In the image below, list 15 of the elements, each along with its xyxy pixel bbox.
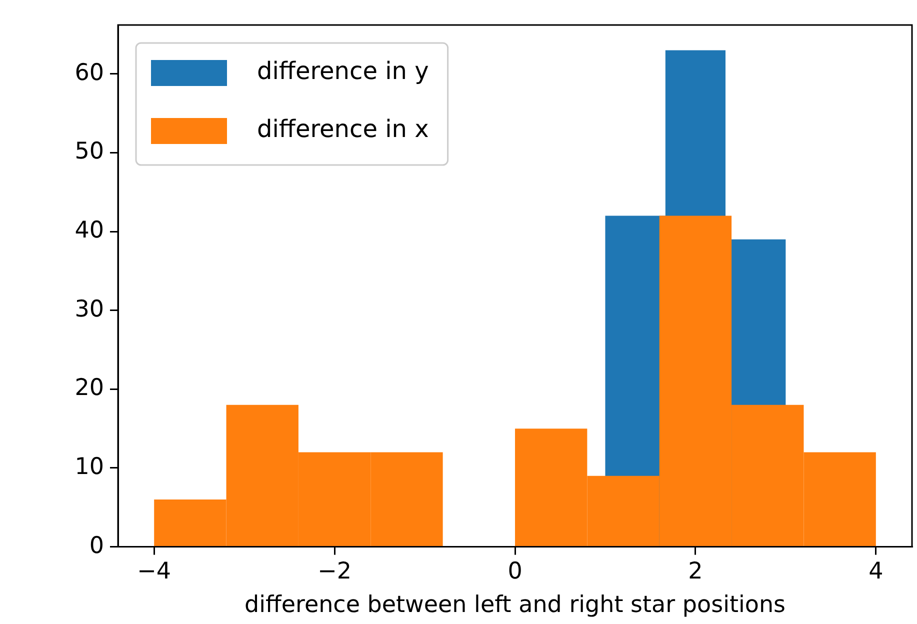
y-tick-label: 60 <box>74 60 104 86</box>
legend-label: difference in x <box>257 115 429 144</box>
legend-label: difference in y <box>257 57 429 86</box>
x-tick-label: −4 <box>137 558 172 585</box>
x-tick-label: 2 <box>688 558 703 585</box>
y-tick-label: 20 <box>74 375 104 402</box>
x-tick-label: 4 <box>868 558 884 585</box>
y-tick-label: 50 <box>74 138 104 165</box>
x-axis-title: difference between left and right star positions <box>244 592 786 618</box>
y-tick-label: 40 <box>74 217 104 244</box>
y-tick-label: 0 <box>89 532 104 559</box>
x-tick-label: −2 <box>318 558 352 585</box>
y-tick-label: 30 <box>74 296 104 322</box>
y-tick-label: 10 <box>74 454 104 480</box>
x-tick-label: 0 <box>508 558 522 585</box>
